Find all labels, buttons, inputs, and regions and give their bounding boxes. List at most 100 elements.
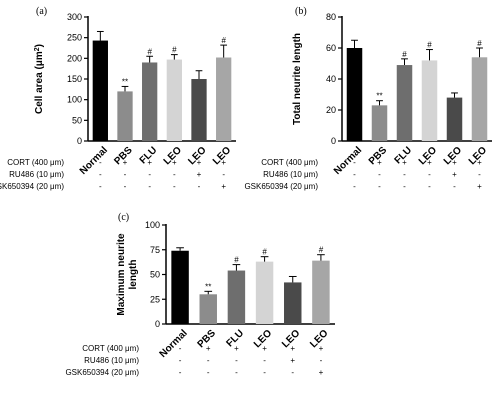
bar (471, 57, 488, 141)
treatment-label: RU486 (10 μm) (9, 170, 64, 179)
treatment-label: CORT (400 μm) (261, 158, 318, 167)
treatment-symbol: - (148, 182, 151, 191)
treatment-symbol: + (319, 368, 324, 377)
y-tick-label: 0 (155, 319, 160, 329)
treatment-symbol: - (353, 158, 356, 167)
treatment-symbol: + (197, 158, 202, 167)
bar (227, 270, 246, 324)
bar (142, 62, 158, 141)
chart-panel-c: (c) 0 25 50 75 100 Maximum neurite length Normal… (65, 212, 335, 377)
bar (171, 250, 189, 324)
treatment-symbol: - (99, 170, 102, 179)
treatment-symbol: - (179, 356, 182, 365)
chart-panel-b: (b) 0 20 40 60 80 Total neurite length Normal **… (244, 6, 492, 191)
bar (371, 105, 388, 141)
treatment-symbol: - (428, 182, 431, 191)
y-tick-label: 200 (67, 53, 82, 63)
treatment-table: CORT (400 μm) - + + + + + RU486 (10 μm) - - - - + - GS… (65, 344, 323, 377)
y-tick-label: 75 (150, 245, 160, 255)
treatment-symbol: + (262, 344, 267, 353)
treatment-symbol: + (477, 158, 482, 167)
bar (312, 260, 330, 324)
treatment-symbol: + (221, 182, 226, 191)
significance-mark: # (402, 50, 407, 59)
treatment-symbol: - (235, 356, 238, 365)
treatment-table: CORT (400 μm) - + + + + + RU486 (10 μm) - - - - + - GS… (244, 158, 482, 191)
treatment-label: GSK650394 (20 μm) (0, 182, 64, 191)
treatment-symbol: - (353, 170, 356, 179)
y-tick-label: 50 (150, 270, 160, 280)
treatment-symbol: - (453, 182, 456, 191)
treatment-symbol: - (179, 344, 182, 353)
treatment-symbol: + (427, 158, 432, 167)
y-tick-label: 300 (67, 12, 82, 22)
treatment-symbol: + (206, 344, 211, 353)
treatment-symbol: - (207, 356, 210, 365)
treatment-symbol: - (99, 182, 102, 191)
treatment-symbol: + (197, 170, 202, 179)
treatment-symbol: - (478, 170, 481, 179)
y-axis-title: length (128, 260, 139, 290)
treatment-symbol: - (222, 170, 225, 179)
treatment-symbol: - (124, 182, 127, 191)
significance-mark: # (172, 46, 177, 55)
treatment-symbol: + (319, 344, 324, 353)
treatment-label: RU486 (10 μm) (84, 356, 139, 365)
y-tick-label: 40 (326, 74, 336, 84)
significance-mark: # (427, 41, 432, 50)
chart-panel-a: (a) 0 50 100 150 200 250 300 Cell area (μm2) Norm… (0, 6, 236, 191)
significance-mark: # (262, 248, 267, 257)
treatment-symbol: - (291, 368, 294, 377)
treatment-label: GSK650394 (20 μm) (244, 182, 318, 191)
y-tick-label: 250 (67, 33, 82, 43)
treatment-symbol: - (99, 158, 102, 167)
treatment-symbol: - (403, 182, 406, 191)
treatment-symbol: - (207, 368, 210, 377)
significance-mark: # (234, 256, 239, 265)
bar (346, 48, 363, 141)
bar (396, 65, 413, 141)
bar (421, 60, 438, 141)
treatment-symbol: - (403, 170, 406, 179)
significance-mark: ** (122, 77, 128, 86)
significance-mark: # (319, 246, 324, 255)
treatment-symbol: + (452, 158, 457, 167)
treatment-symbol: - (173, 170, 176, 179)
y-axis-title: Cell area (μm2) (34, 44, 46, 114)
y-axis-title: Maximum neurite (116, 233, 127, 316)
significance-mark: ** (376, 92, 382, 101)
significance-mark: # (477, 39, 482, 48)
bar (446, 97, 463, 141)
treatment-symbol: + (290, 356, 295, 365)
treatment-symbol: - (263, 356, 266, 365)
treatment-symbol: - (179, 368, 182, 377)
treatment-symbol: + (402, 158, 407, 167)
treatment-symbol: - (378, 182, 381, 191)
y-tick-label: 25 (150, 294, 160, 304)
treatment-label: CORT (400 μm) (82, 344, 139, 353)
treatment-label: CORT (400 μm) (7, 158, 64, 167)
bar (117, 91, 133, 141)
y-tick-label: 100 (145, 220, 160, 230)
treatment-symbol: - (198, 182, 201, 191)
treatment-symbol: - (263, 368, 266, 377)
treatment-symbol: + (147, 158, 152, 167)
y-tick-label: 100 (67, 95, 82, 105)
treatment-symbol: + (452, 170, 457, 179)
treatment-label: GSK650394 (20 μm) (65, 368, 139, 377)
treatment-symbol: - (173, 182, 176, 191)
treatment-symbol: - (148, 170, 151, 179)
bar (92, 40, 108, 142)
bar (284, 282, 302, 324)
treatment-symbol: + (221, 158, 226, 167)
treatment-symbol: - (235, 368, 238, 377)
treatment-table: CORT (400 μm) - + + + + + RU486 (10 μm) - - - - + - GS… (0, 158, 226, 191)
y-tick-label: 60 (326, 43, 336, 53)
bar (216, 57, 232, 141)
bar (255, 261, 274, 324)
treatment-symbol: + (172, 158, 177, 167)
bar (199, 294, 217, 324)
treatment-symbol: - (320, 356, 323, 365)
significance-mark: ** (205, 282, 211, 291)
category-label: Normal (78, 145, 110, 177)
